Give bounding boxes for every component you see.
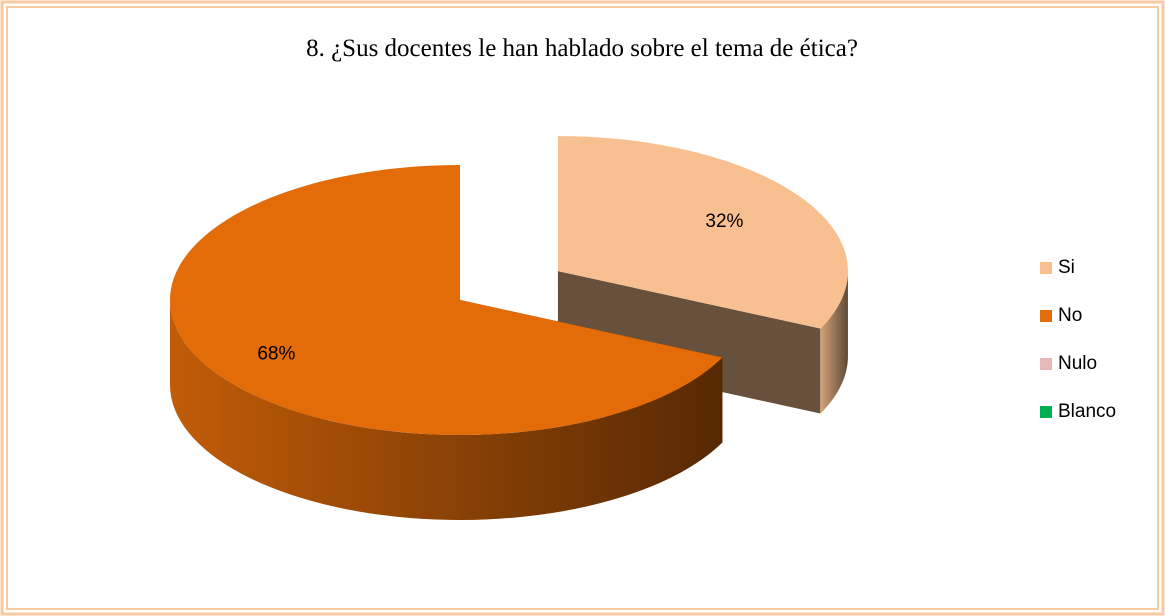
data-label: 32% bbox=[705, 211, 743, 232]
legend-swatch bbox=[1040, 262, 1052, 274]
slice-wall bbox=[170, 300, 723, 520]
legend-label: Nulo bbox=[1058, 353, 1097, 374]
slice-top bbox=[557, 136, 848, 329]
slice bbox=[170, 165, 723, 520]
frame-inner bbox=[6, 6, 1159, 610]
legend-swatch bbox=[1040, 406, 1052, 418]
legend-label: No bbox=[1058, 305, 1082, 326]
data-label: 68% bbox=[257, 343, 295, 364]
legend-label: Si bbox=[1058, 257, 1075, 278]
legend-swatch bbox=[1040, 358, 1052, 370]
slice bbox=[557, 136, 848, 414]
legend-swatch bbox=[1040, 310, 1052, 322]
chart-title: 8. ¿Sus docentes le han hablado sobre el… bbox=[306, 35, 858, 62]
slice-top bbox=[170, 165, 723, 435]
slice-wall bbox=[820, 271, 848, 414]
legend-label: Blanco bbox=[1058, 401, 1116, 422]
slice-face bbox=[557, 271, 821, 414]
